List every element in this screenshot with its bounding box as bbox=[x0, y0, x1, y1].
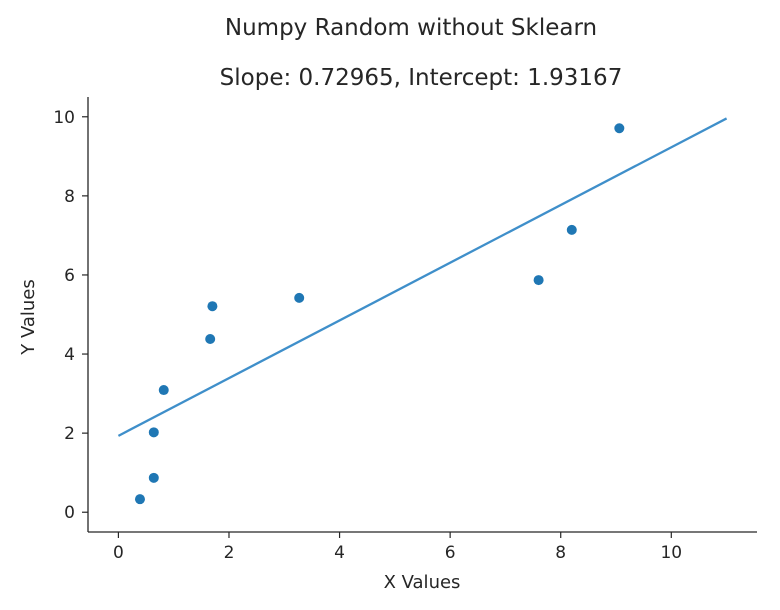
axes bbox=[87, 97, 757, 533]
y-tick-label: 2 bbox=[64, 424, 75, 444]
data-point bbox=[294, 292, 305, 303]
data-point bbox=[148, 472, 159, 483]
x-axis-label: X Values bbox=[384, 572, 461, 593]
chart-title: Numpy Random without Sklearn bbox=[225, 15, 597, 41]
x-tick-label: 8 bbox=[555, 543, 566, 563]
data-point bbox=[134, 494, 145, 505]
y-tick-label: 0 bbox=[64, 503, 75, 523]
x-tick-label: 4 bbox=[334, 543, 345, 563]
x-tick-label: 2 bbox=[224, 543, 235, 563]
y-axis-label: Y Values bbox=[18, 279, 39, 356]
plot-area bbox=[117, 117, 728, 505]
data-point bbox=[207, 301, 218, 312]
y-tick-label: 8 bbox=[64, 187, 75, 207]
chart-subtitle: Slope: 0.72965, Intercept: 1.93167 bbox=[220, 65, 623, 91]
x-tick-label: 0 bbox=[113, 543, 124, 563]
x-tick-label: 10 bbox=[660, 543, 682, 563]
y-tick-label: 10 bbox=[53, 108, 75, 128]
data-point bbox=[158, 385, 169, 396]
x-axis-ticks: 0 2 4 6 8 10 bbox=[113, 532, 682, 563]
y-tick-label: 6 bbox=[64, 266, 75, 286]
y-axis-ticks: 0 2 4 6 8 10 bbox=[53, 108, 88, 523]
regression-line bbox=[117, 117, 728, 437]
data-point bbox=[614, 123, 625, 134]
data-point bbox=[533, 275, 544, 286]
data-point bbox=[205, 334, 216, 345]
data-point bbox=[566, 224, 577, 235]
y-tick-label: 4 bbox=[64, 345, 75, 365]
x-tick-label: 6 bbox=[445, 543, 456, 563]
data-point bbox=[148, 427, 159, 438]
